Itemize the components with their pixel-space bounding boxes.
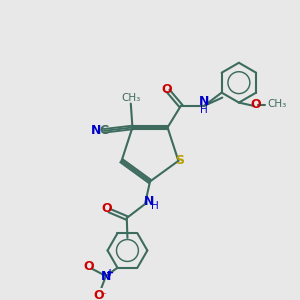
Text: N: N — [199, 95, 209, 108]
Text: H: H — [151, 201, 159, 211]
Text: N: N — [101, 269, 111, 283]
Text: C: C — [99, 124, 108, 137]
Text: O: O — [250, 98, 261, 111]
Text: N: N — [144, 195, 154, 208]
Text: H: H — [200, 105, 208, 115]
Text: O: O — [83, 260, 94, 273]
Text: N: N — [91, 124, 101, 137]
Text: O: O — [161, 83, 172, 96]
Text: S: S — [176, 154, 184, 167]
Text: ⁻: ⁻ — [100, 291, 106, 300]
Text: CH₃: CH₃ — [121, 93, 140, 103]
Text: O: O — [93, 289, 104, 300]
Text: +: + — [106, 268, 114, 278]
Text: CH₃: CH₃ — [268, 99, 287, 109]
Text: O: O — [101, 202, 112, 214]
